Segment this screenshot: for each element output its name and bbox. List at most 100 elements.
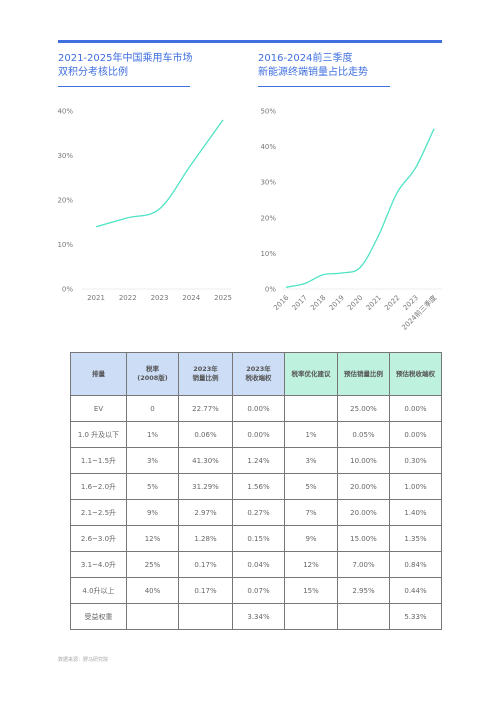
- table-cell: 7.00%: [337, 551, 390, 578]
- table-row: EV 0 22.77% 0.00% 25.00% 0.00%: [70, 395, 442, 422]
- x-tick-label: 2021: [365, 294, 383, 312]
- table-cell: 20.00%: [337, 473, 390, 500]
- left-chart-title-line1: 2021-2025年中国乘用车市场: [58, 53, 193, 64]
- table-cell: 3%: [126, 447, 179, 474]
- right-title-underline: [258, 86, 390, 87]
- table-cell: 40%: [126, 577, 179, 604]
- table-cell: 1.00%: [389, 473, 442, 500]
- table-cell: 0.00%: [389, 395, 442, 422]
- table-cell: 25%: [126, 551, 179, 578]
- table-cell: 15.00%: [337, 525, 390, 552]
- table-cell: 0: [126, 395, 179, 422]
- table-cell: 2.6~3.0升: [70, 525, 127, 552]
- table-row: 1.0 升及以下 1% 0.06% 0.00% 1% 0.05% 0.00%: [70, 421, 442, 448]
- x-tick-label: 2022: [119, 294, 137, 302]
- table-row: 3.1~4.0升 25% 0.17% 0.04% 12% 7.00% 0.84%: [70, 551, 442, 578]
- table-cell: 1.1~1.5升: [70, 447, 127, 474]
- table-row: 1.1~1.5升 3% 41.30% 1.24% 3% 10.00% 0.30%: [70, 447, 442, 474]
- left-chart-title-line2: 双积分考核比例: [58, 67, 128, 78]
- table-row: 4.0升以上 40% 0.17% 0.07% 15% 2.95% 0.44%: [70, 577, 442, 604]
- table-row: 1.6~2.0升 5% 31.29% 1.56% 5% 20.00% 1.00%: [70, 473, 442, 500]
- x-tick-label: 2018: [309, 294, 327, 312]
- table-cell: 1.56%: [232, 473, 285, 500]
- table-cell: 22.77%: [178, 395, 233, 422]
- table-cell: 9%: [126, 499, 179, 526]
- table-cell: 15%: [284, 577, 338, 604]
- table-cell: [337, 603, 390, 630]
- y-tick-label: 20%: [260, 214, 276, 222]
- table-cell: 1.35%: [389, 525, 442, 552]
- source-note: 数据来源：野马研究院: [58, 657, 109, 663]
- table-cell: 12%: [126, 525, 179, 552]
- y-tick-label: 40%: [57, 108, 73, 116]
- top-accent-bar: [58, 40, 442, 43]
- x-tick-label: 2017: [291, 294, 309, 312]
- table-cell: 5.33%: [389, 603, 442, 630]
- table-cell: 3.34%: [232, 603, 285, 630]
- table-cell: 2.97%: [178, 499, 233, 526]
- left-line-chart: 0% 10% 20% 30% 40% 2021 2022 2023 2024 2025: [57, 108, 232, 303]
- y-tick-label: 40%: [260, 143, 276, 151]
- table-cell: 5%: [284, 473, 338, 500]
- table-cell: 0.15%: [232, 525, 285, 552]
- table-row: 受益权重 3.34% 5.33%: [70, 603, 442, 630]
- table-cell: 2.1~2.5升: [70, 499, 127, 526]
- x-tick-label: 2022: [383, 294, 401, 312]
- x-tick-label: 2020: [346, 294, 364, 312]
- table-cell: 1%: [284, 421, 338, 448]
- table-cell: 1.6~2.0升: [70, 473, 127, 500]
- x-tick-label: 2024: [182, 294, 200, 302]
- table-cell: 0.07%: [232, 577, 285, 604]
- y-tick-label: 20%: [57, 197, 73, 205]
- table-cell: 0.84%: [389, 551, 442, 578]
- y-tick-label: 10%: [260, 250, 276, 258]
- table-header-cell: 2023年 税收端权: [232, 352, 285, 396]
- x-tick-label: 2025: [214, 294, 232, 302]
- table-cell: 41.30%: [178, 447, 233, 474]
- x-tick-label: 2016: [272, 293, 291, 312]
- table-cell: [178, 603, 233, 630]
- y-tick-label: 0%: [62, 286, 73, 294]
- table-cell: 25.00%: [337, 395, 390, 422]
- table-cell: 7%: [284, 499, 338, 526]
- table-cell: 1%: [126, 421, 179, 448]
- table-cell: 4.0升以上: [70, 577, 127, 604]
- table-cell: 0.17%: [178, 577, 233, 604]
- table-cell: 0.00%: [232, 421, 285, 448]
- x-tick-label: 2023: [151, 294, 169, 302]
- table-cell: 10.00%: [337, 447, 390, 474]
- table-cell: 受益权重: [70, 603, 127, 630]
- table-header-cell: 税率 (2008版): [126, 352, 179, 396]
- table-cell: 9%: [284, 525, 338, 552]
- table-cell: 5%: [126, 473, 179, 500]
- table-header-cell: 排量: [70, 352, 127, 396]
- x-tick-label: 2021: [87, 294, 105, 302]
- y-tick-label: 30%: [260, 179, 276, 187]
- table-row: 2.6~3.0升 12% 1.28% 0.15% 9% 15.00% 1.35%: [70, 525, 442, 552]
- table-cell: 0.00%: [232, 395, 285, 422]
- table-header-row: 排量 税率 (2008版) 2023年 销量比例 2023年 税收端权 税率优化建议 预估销量比…: [70, 352, 442, 396]
- table-cell: 2.95%: [337, 577, 390, 604]
- table-cell: 0.27%: [232, 499, 285, 526]
- table-cell: 0.06%: [178, 421, 233, 448]
- table-header-cell: 税率优化建议: [284, 352, 338, 396]
- table-cell: 0.05%: [337, 421, 390, 448]
- y-tick-label: 30%: [57, 152, 73, 160]
- y-tick-label: 50%: [260, 108, 276, 116]
- left-title-underline: [58, 86, 190, 87]
- table-header-cell: 预估税收端权: [389, 352, 442, 396]
- table-cell: 0.30%: [389, 447, 442, 474]
- table-cell: [126, 603, 179, 630]
- table-cell: 12%: [284, 551, 338, 578]
- table-cell: 3.1~4.0升: [70, 551, 127, 578]
- table-cell: 1.24%: [232, 447, 285, 474]
- right-chart-title: 2016-2024前三季度 新能源终端销量占比走势: [258, 52, 368, 80]
- table-cell: 0.17%: [178, 551, 233, 578]
- table-cell: 1.0 升及以下: [70, 421, 127, 448]
- series-line: [95, 119, 224, 228]
- x-tick-label: 2019: [328, 294, 346, 312]
- table-cell: 20.00%: [337, 499, 390, 526]
- table-cell: 0.00%: [389, 421, 442, 448]
- series-line: [285, 128, 435, 288]
- table-cell: [284, 603, 338, 630]
